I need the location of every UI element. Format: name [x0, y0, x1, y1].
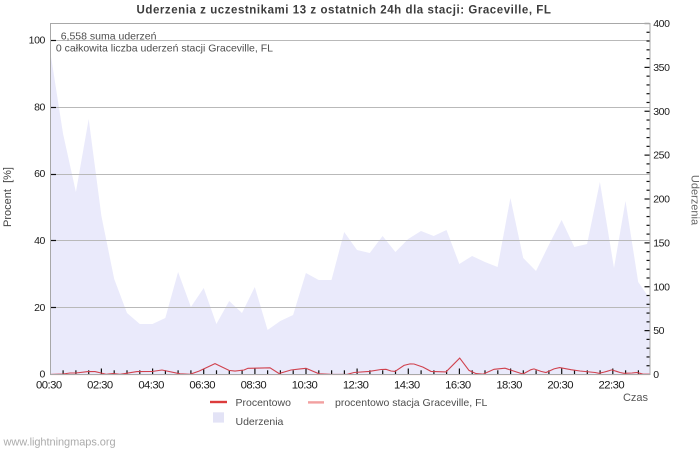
svg-text:6,558 suma uderzeń: 6,558 suma uderzeń: [61, 31, 157, 43]
svg-text:300: 300: [653, 106, 670, 118]
svg-text:40: 40: [34, 235, 45, 247]
svg-text:200: 200: [653, 194, 670, 206]
svg-text:400: 400: [653, 18, 670, 30]
svg-text:08:30: 08:30: [241, 379, 267, 391]
svg-text:60: 60: [34, 168, 45, 180]
svg-text:50: 50: [653, 325, 664, 337]
svg-text:22:30: 22:30: [599, 379, 625, 391]
svg-text:04:30: 04:30: [138, 379, 164, 391]
svg-text:06:30: 06:30: [189, 379, 215, 391]
svg-text:80: 80: [34, 101, 45, 113]
svg-text:Procent [%]: Procent [%]: [2, 167, 14, 227]
svg-text:Uderzenia: Uderzenia: [236, 416, 284, 428]
svg-text:Czas: Czas: [623, 392, 649, 404]
svg-text:00:30: 00:30: [36, 379, 62, 391]
svg-text:100: 100: [653, 281, 670, 293]
svg-text:18:30: 18:30: [496, 379, 522, 391]
svg-text:350: 350: [653, 62, 670, 74]
svg-text:20:30: 20:30: [547, 379, 573, 391]
svg-text:Procentowo: Procentowo: [236, 397, 292, 409]
svg-text:100: 100: [29, 35, 46, 47]
svg-text:0 całkowita liczba uderzeń sta: 0 całkowita liczba uderzeń stacji Gracev…: [56, 43, 273, 55]
svg-text:150: 150: [653, 238, 670, 250]
svg-text:0: 0: [653, 369, 659, 381]
svg-text:www.lightningmaps.org: www.lightningmaps.org: [3, 437, 116, 449]
svg-text:10:30: 10:30: [292, 379, 318, 391]
svg-text:16:30: 16:30: [445, 379, 471, 391]
svg-text:0: 0: [40, 369, 46, 381]
svg-text:procentowo stacja Graceville,: procentowo stacja Graceville, FL: [335, 397, 487, 409]
svg-text:Uderzenia z uczestnikami 13 z: Uderzenia z uczestnikami 13 z ostatnich …: [137, 5, 552, 17]
svg-text:Uderzenia: Uderzenia: [689, 175, 700, 226]
svg-text:02:30: 02:30: [87, 379, 113, 391]
svg-text:14:30: 14:30: [394, 379, 420, 391]
svg-text:12:30: 12:30: [343, 379, 369, 391]
svg-text:20: 20: [34, 302, 45, 314]
svg-text:250: 250: [653, 150, 670, 162]
